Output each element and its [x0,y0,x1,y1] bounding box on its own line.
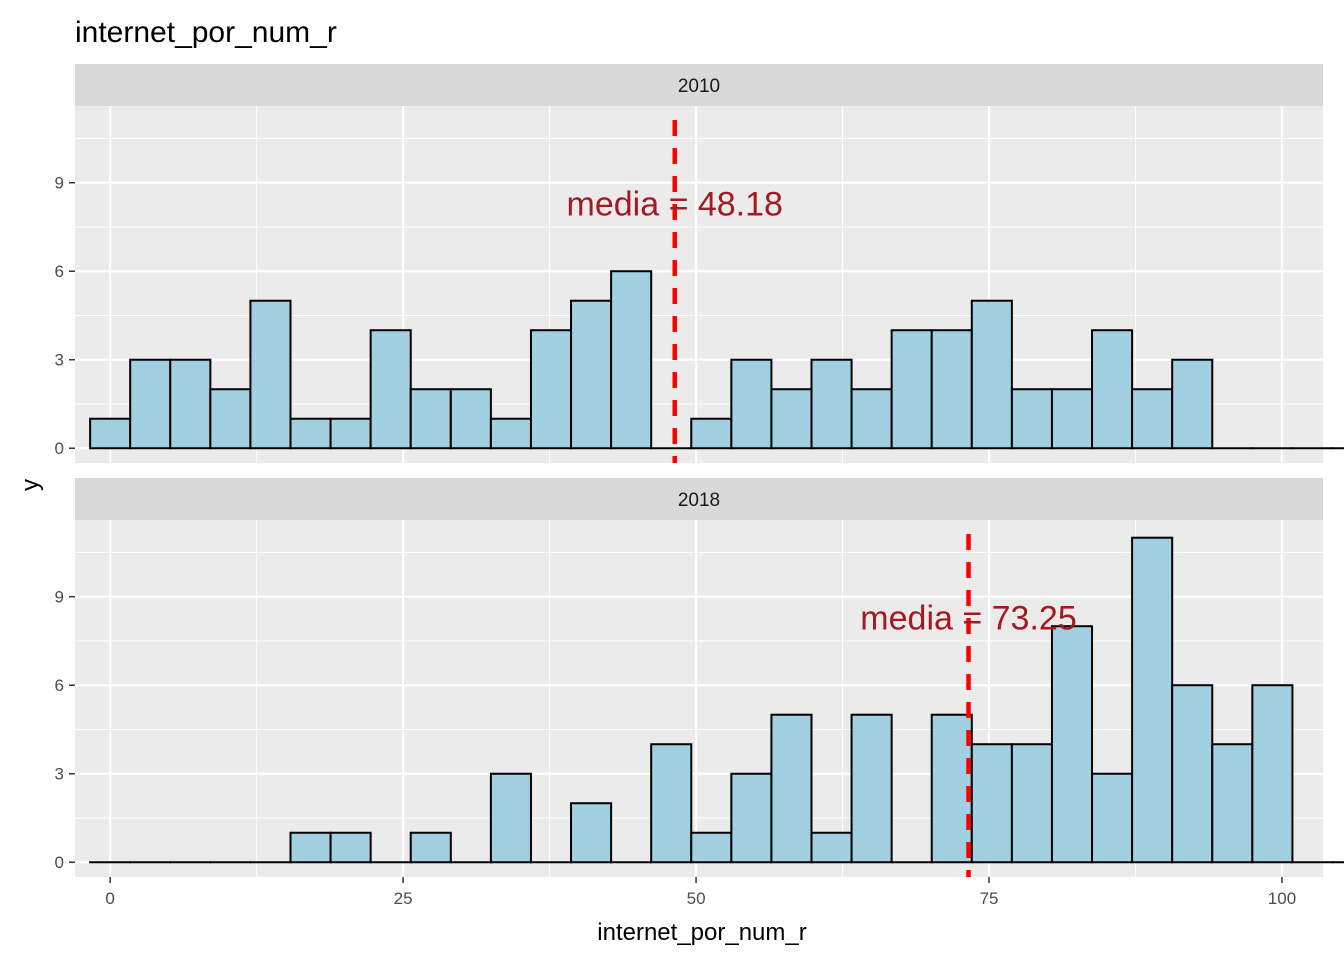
mean-annotation: media = 48.18 [567,185,783,223]
histogram-bar [1050,625,1094,864]
histogram-bar [89,417,132,450]
histogram-bars [89,536,1344,864]
histogram-bar [1091,329,1134,450]
y-tick-label: 9 [55,588,64,607]
facet-strip [75,478,1323,520]
histogram-bar [730,772,773,864]
histogram-bar [369,329,412,450]
histogram-bar [329,417,372,450]
y-axis-title: y [17,479,44,491]
histogram-bar [690,831,733,864]
y-tick-label: 0 [55,853,64,872]
histogram-bar [890,329,933,450]
histogram-bar [770,713,813,864]
histogram-bar [1091,772,1134,864]
histogram-bar [570,299,613,450]
x-tick-label: 50 [687,889,706,908]
facet-panel-2010: 2010 0 3 6 9 media = 48.18 [55,64,1344,463]
histogram-bar [489,417,532,450]
histogram-bar [810,358,853,450]
histogram-bar [1251,684,1294,864]
y-tick-label: 9 [55,174,64,193]
x-tick-label: 100 [1268,889,1296,908]
histogram-bars [89,270,1344,450]
y-tick-label: 0 [55,439,64,458]
histogram-bar [1211,743,1254,864]
histogram-bar [1171,358,1214,450]
x-tick-label: 25 [394,889,413,908]
histogram-bar [1050,388,1094,450]
histogram-bar [850,388,893,450]
histogram-bar [930,713,973,864]
histogram-bar [1171,684,1214,864]
histogram-bar [249,299,292,450]
histogram-bar [409,831,452,864]
histogram-bar [930,329,973,450]
chart-title: internet_por_num_r [75,16,337,49]
histogram-bar [209,388,252,450]
histogram-bar [810,831,853,864]
histogram-bar [770,388,813,450]
x-tick-label: 75 [980,889,999,908]
histogram-bar [1131,388,1174,450]
facet-strip [75,64,1323,106]
facet-strip-label: 2018 [678,490,720,511]
histogram-bar [690,417,733,450]
mean-annotation: media = 73.25 [860,599,1076,637]
x-axis-title: internet_por_num_r [597,919,806,946]
histogram-bar [850,713,893,864]
histogram-bar [489,772,532,864]
histogram-bar [129,358,172,450]
y-tick-label: 3 [55,351,64,370]
facet-panels: 2010 0 3 6 9 media = 48.18 2018 0 3 6 9 media = 73.… [55,64,1344,877]
histogram-bar [730,358,773,450]
facet-strip-label: 2010 [678,76,720,97]
y-tick-label: 6 [55,676,64,695]
x-axis: 0 25 50 75 100 [105,877,1296,908]
y-tick-label: 6 [55,262,64,281]
histogram-bar [289,831,332,864]
histogram-bar [169,358,212,450]
facet-panel-2018: 2018 0 3 6 9 media = 73.25 [55,478,1344,877]
histogram-bar [449,388,492,450]
y-tick-label: 3 [55,765,64,784]
histogram-bar [1010,388,1053,450]
histogram-bar [529,329,573,450]
x-tick-label: 0 [105,889,114,908]
histogram-bar [650,743,693,864]
histogram-bar [970,743,1013,864]
histogram-bar [329,831,372,864]
histogram-bar [970,299,1013,450]
histogram-bar [1131,536,1174,864]
histogram-bar [409,388,452,450]
histogram-bar [289,417,332,450]
histogram-bar [610,270,653,450]
histogram-bar [1010,743,1053,864]
histogram-bar [570,802,613,864]
